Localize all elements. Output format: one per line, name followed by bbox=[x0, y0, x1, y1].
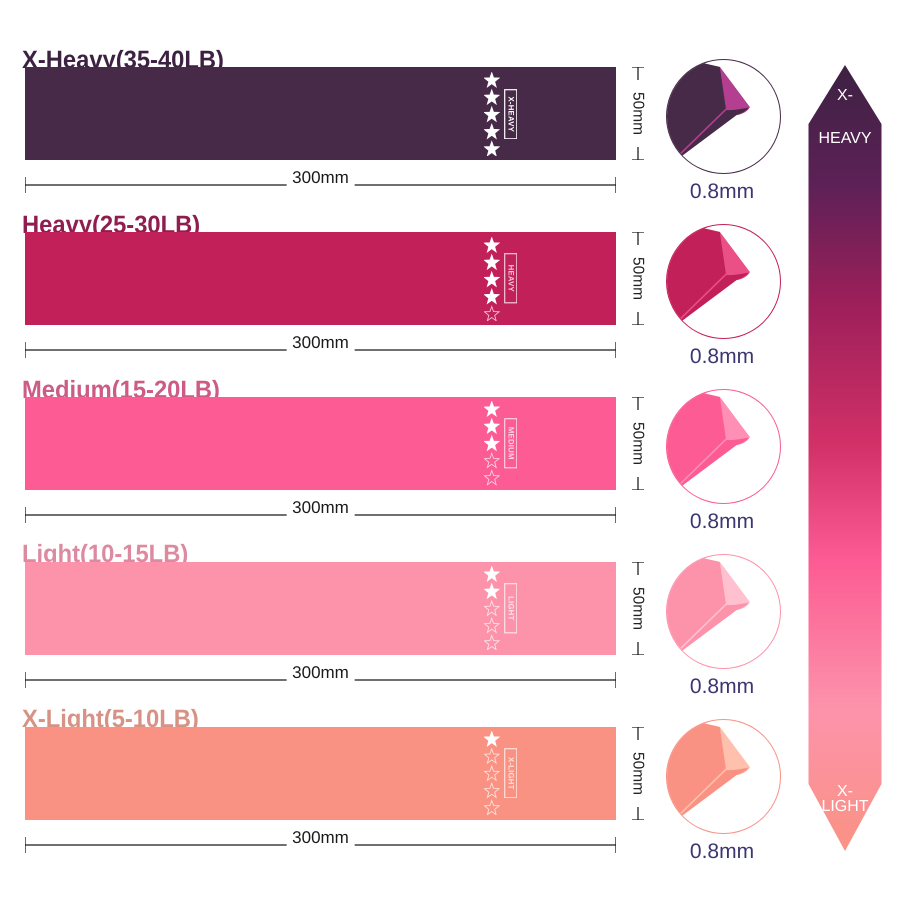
svg-text:50mm: 50mm bbox=[630, 587, 647, 630]
svg-text:HEAVY: HEAVY bbox=[506, 265, 515, 293]
svg-text:HEAVY: HEAVY bbox=[818, 130, 871, 147]
svg-text:X-LIGHT: X-LIGHT bbox=[506, 757, 515, 790]
svg-text:MEDIUM: MEDIUM bbox=[506, 427, 515, 460]
svg-text:X-HEAVY: X-HEAVY bbox=[506, 96, 515, 132]
svg-text:50mm: 50mm bbox=[630, 422, 647, 465]
svg-text:X-: X- bbox=[837, 87, 853, 104]
svg-text:50mm: 50mm bbox=[630, 257, 647, 300]
svg-text:LIGHT: LIGHT bbox=[821, 798, 868, 815]
svg-text:50mm: 50mm bbox=[630, 92, 647, 135]
svg-text:X-: X- bbox=[837, 783, 853, 800]
svg-text:50mm: 50mm bbox=[630, 751, 647, 794]
svg-text:LIGHT: LIGHT bbox=[506, 596, 515, 620]
